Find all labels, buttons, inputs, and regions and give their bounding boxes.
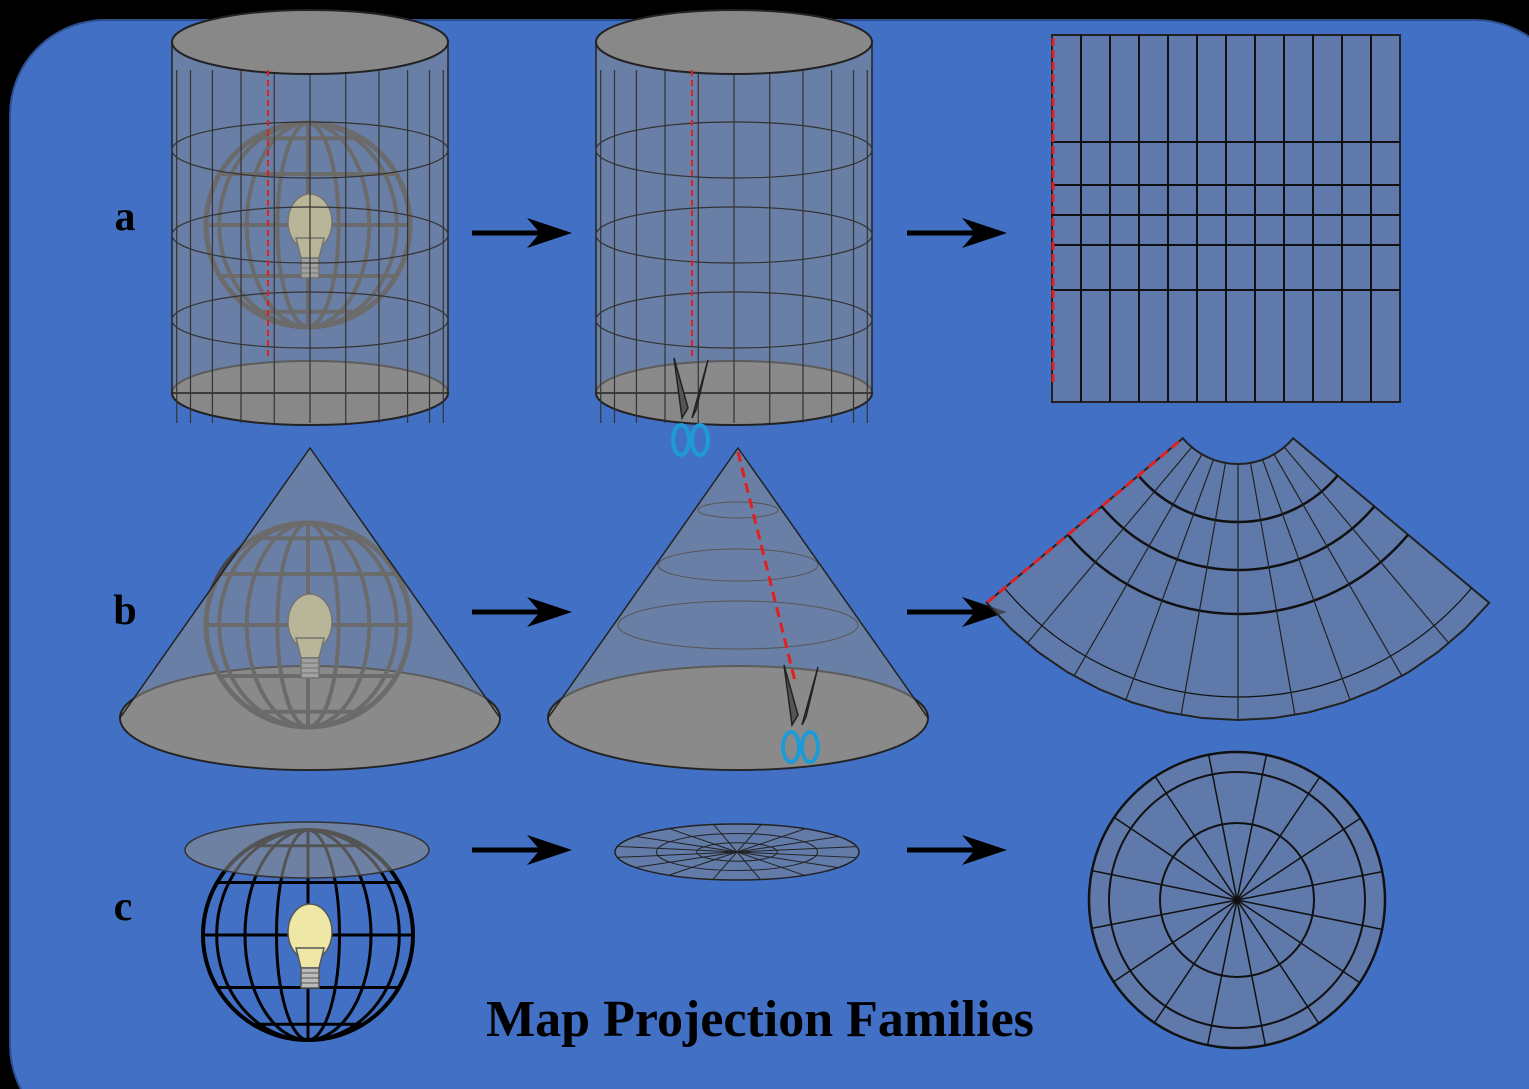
cone-parallel — [617, 600, 859, 650]
cylinder-parallel — [171, 121, 449, 179]
map-meridian — [1283, 446, 1450, 644]
map-meridian — [1154, 776, 1238, 901]
plane-spoke — [736, 824, 762, 853]
row-label: b — [113, 588, 136, 634]
artwork — [119, 9, 1491, 1050]
bulb-neck — [295, 947, 325, 969]
plane-spoke — [617, 851, 738, 858]
cylinder-parallel — [171, 206, 449, 264]
scissor-handle — [800, 730, 820, 764]
map-meridian — [1153, 899, 1238, 1024]
plane-spoke — [736, 828, 806, 853]
scissor-handle — [690, 423, 710, 457]
map-meridian — [1273, 454, 1403, 677]
cone-body — [547, 446, 929, 771]
cylinder-top — [595, 9, 873, 75]
scissor-blade — [691, 359, 709, 419]
cylinder-parallel — [171, 291, 449, 349]
scissor-blade — [801, 666, 819, 726]
cylinder-parallel — [595, 291, 873, 349]
map-meridian — [1091, 869, 1238, 901]
arrow-head — [962, 835, 1007, 865]
cone-parallel — [697, 501, 779, 519]
map-meridian — [1236, 754, 1268, 901]
map-meridian — [1125, 459, 1214, 701]
map-parallel — [1108, 771, 1366, 1029]
scissor-handle — [781, 730, 801, 764]
plane-spoke — [668, 851, 738, 876]
arrow-head — [527, 835, 572, 865]
map-parallel — [1159, 822, 1315, 978]
plane-spoke — [736, 851, 805, 876]
plane-spoke — [736, 851, 839, 869]
map-meridian — [1113, 816, 1238, 901]
scissor-handle — [671, 423, 691, 457]
arrow-head — [527, 597, 572, 627]
plane-spoke — [713, 824, 738, 853]
plane-spoke — [635, 851, 738, 868]
cone-body — [119, 446, 501, 771]
scissor-blade — [783, 664, 799, 728]
map-meridian — [1180, 462, 1227, 716]
plane-ring — [655, 833, 819, 871]
plane-spoke — [635, 835, 738, 853]
cylinder-top — [171, 9, 449, 75]
map-meridian — [1262, 459, 1351, 701]
map-meridian — [1113, 899, 1238, 983]
arrow-head — [527, 218, 572, 248]
map-meridian — [1091, 899, 1238, 930]
plane-spoke — [736, 846, 857, 853]
map-meridian — [1073, 454, 1203, 677]
map-meridian — [1236, 899, 1267, 1046]
plane-spoke — [617, 845, 738, 853]
arrow-head — [962, 597, 1007, 627]
cylinder-parallel — [595, 121, 873, 179]
scissor-blade — [673, 357, 689, 421]
cut-line — [985, 440, 1180, 604]
arrow-head — [962, 218, 1007, 248]
map-meridian — [1236, 817, 1361, 901]
map-meridian — [1026, 446, 1193, 644]
cut-line — [736, 451, 798, 686]
map-meridian — [1206, 899, 1238, 1046]
map-meridian — [1207, 754, 1238, 901]
row-label: c — [114, 884, 133, 930]
row-label: a — [115, 194, 136, 240]
map-meridian — [1249, 462, 1296, 716]
plane-spoke — [712, 851, 738, 880]
plane-ring — [696, 842, 778, 862]
map-meridian — [1236, 899, 1320, 1024]
map-meridian — [1236, 899, 1361, 984]
map-meridian — [1236, 870, 1383, 901]
plane — [184, 821, 430, 879]
title: Map Projection Families — [486, 991, 1034, 1048]
map-meridian — [1236, 899, 1383, 931]
map-meridian — [1236, 776, 1321, 901]
cone-parallel — [657, 548, 819, 582]
cylinder-parallel — [595, 206, 873, 264]
plane-spoke — [736, 851, 761, 880]
plane-spoke — [669, 828, 738, 853]
plane-spoke — [736, 851, 857, 859]
plane-spoke — [736, 836, 839, 853]
